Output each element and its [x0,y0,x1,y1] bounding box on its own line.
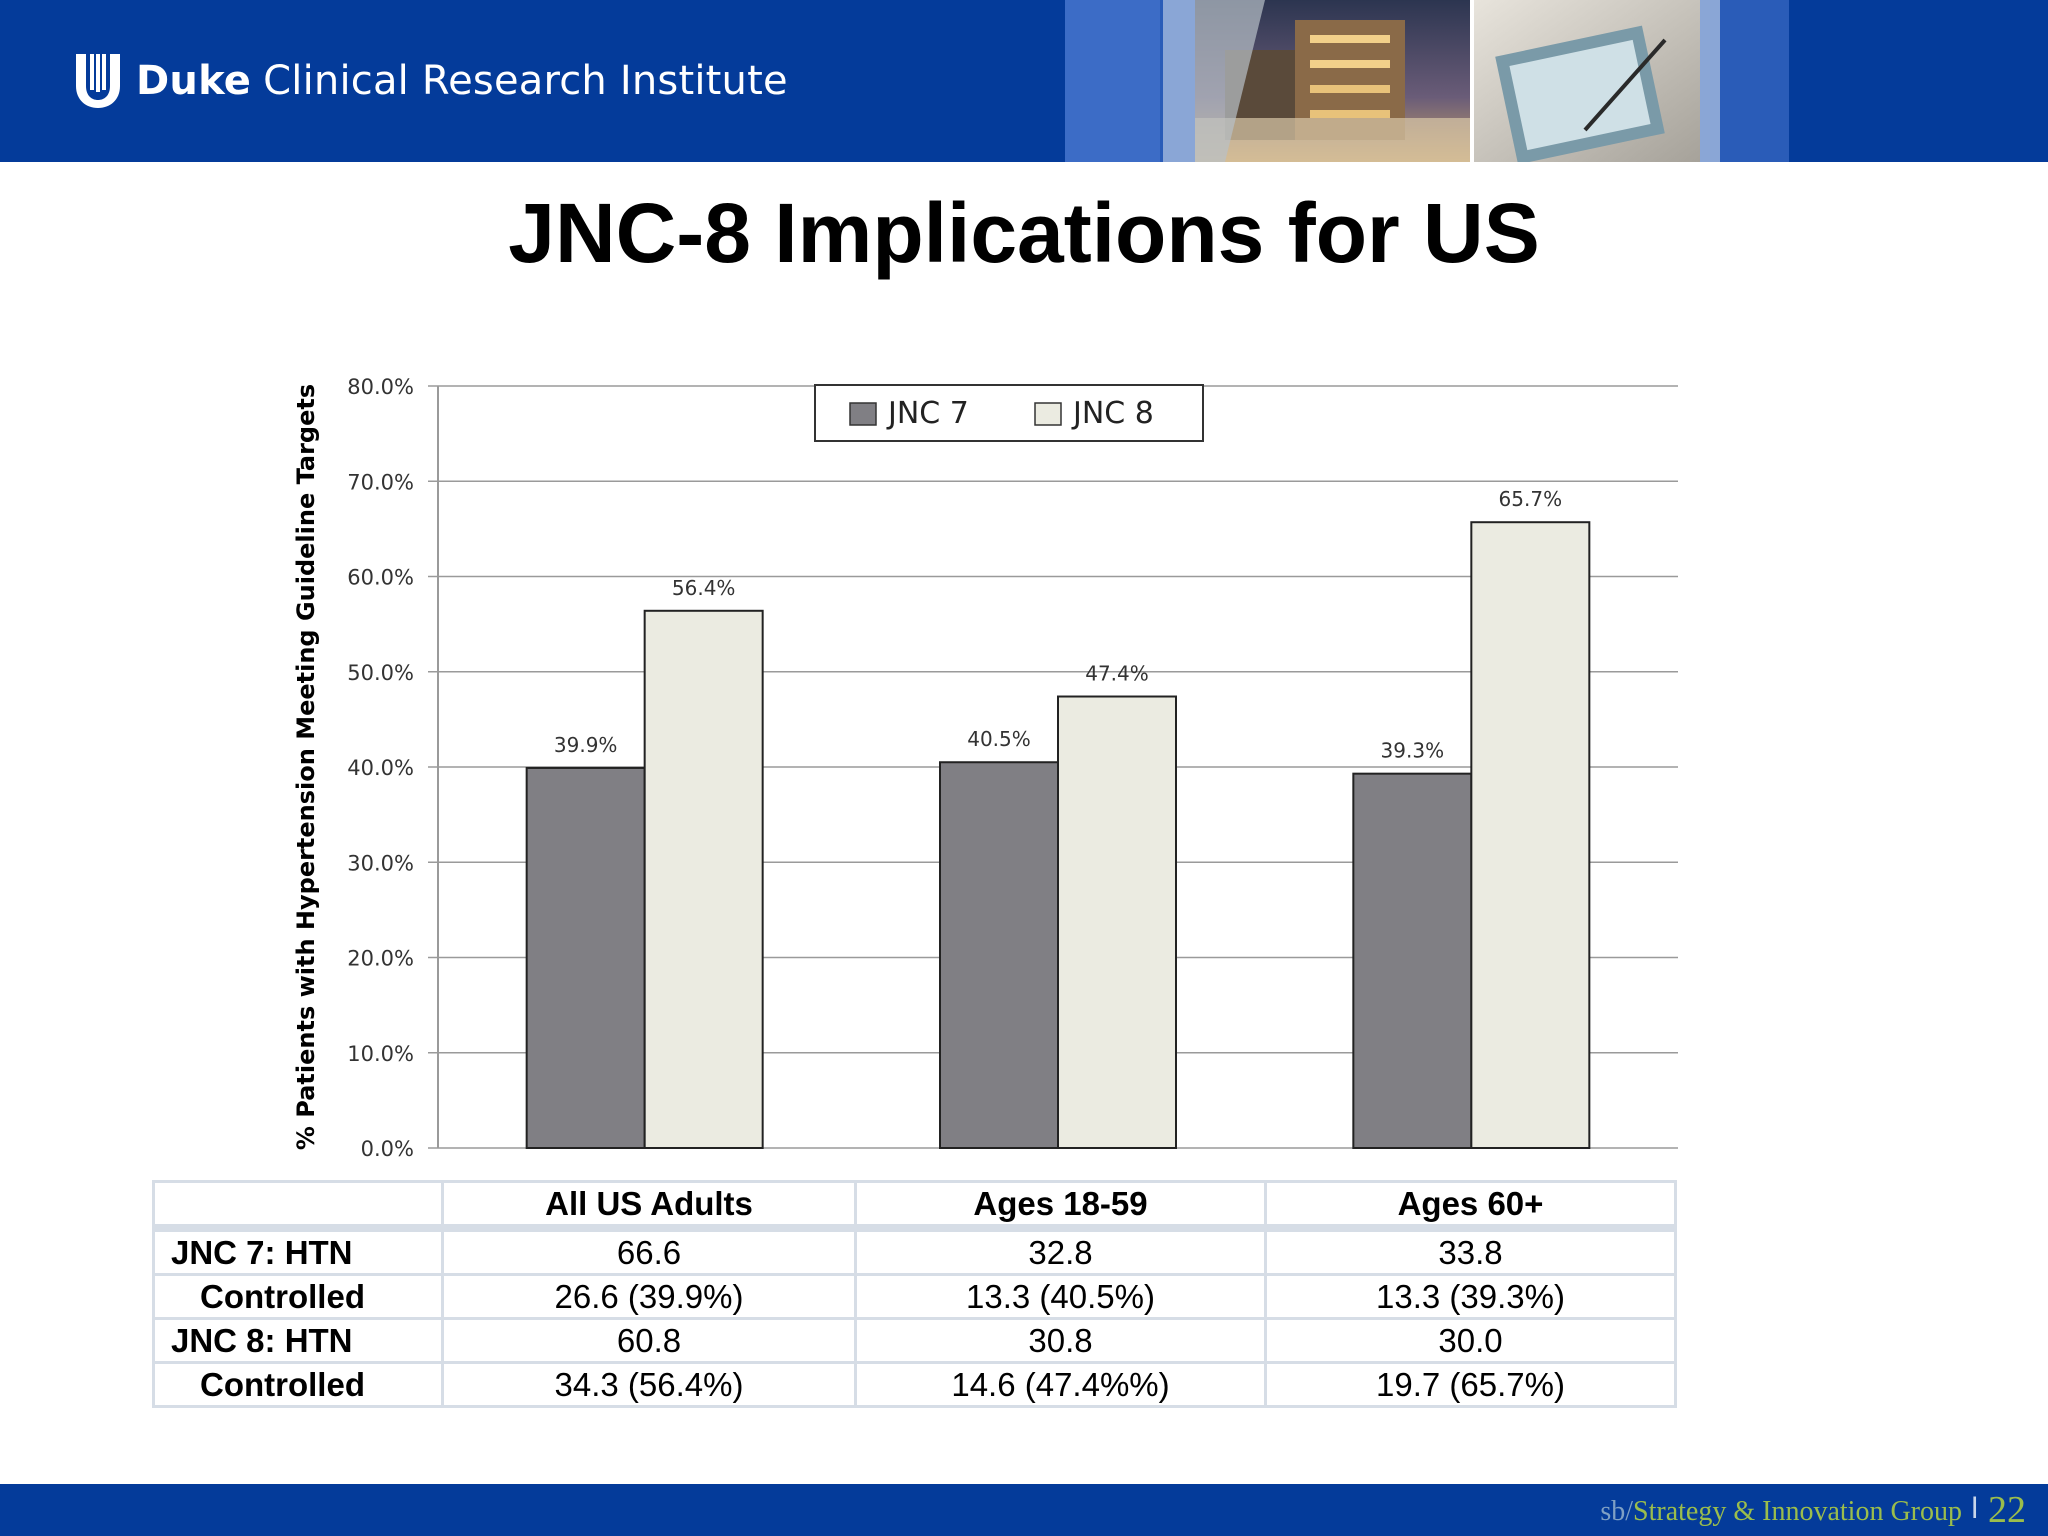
table-cell: 30.0 [1264,1317,1677,1364]
bar-chart: 0.0% 10.0% 20.0% 30.0% 40.0% 50.0% 60.0% 70.0% 8… [292,375,1678,1161]
footer-prefix: sb/ [1600,1496,1634,1527]
footer-bar: sb/Strategy & Innovation Group l 22 [0,1484,2048,1536]
chart-legend: JNC 7 JNC 8 [814,384,1204,442]
y-tick-label: 30.0% [347,851,414,875]
table-cell: 60.8 [441,1317,857,1364]
bar-jnc8 [643,609,764,1150]
header-banner: Duke Clinical Research Institute [0,0,2048,162]
y-tick-label: 80.0% [347,375,414,399]
bar-jnc8 [1057,695,1177,1149]
table-header-blank [152,1180,444,1232]
table-cell: 33.8 [1264,1226,1677,1276]
table-row: Controlled 26.6 (39.9%) 13.3 (40.5%) 13.… [152,1273,1677,1320]
y-tick-label: 20.0% [347,947,414,971]
y-tick-label: 50.0% [347,661,414,685]
footer-group-name: sb/Strategy & Innovation Group [1600,1496,1962,1528]
bar-jnc7 [525,766,646,1149]
y-axis-title: % Patients with Hypertension Meeting Gui… [292,384,320,1150]
footer-separator: l [1971,1492,1978,1525]
bar-value-label: 39.9% [554,733,618,757]
table-cell: 26.6 (39.9%) [441,1273,857,1320]
table-cell: 34.3 (56.4%) [441,1361,857,1408]
y-tick-label: 0.0% [361,1137,414,1161]
table-row: Controlled 34.3 (56.4%) 14.6 (47.4%%) 19… [152,1361,1677,1408]
y-tick-label: 70.0% [347,470,414,494]
bar-value-label: 40.5% [967,727,1031,751]
footer-group: Strategy & Innovation Group [1633,1496,1962,1527]
table-cell: 32.8 [854,1226,1267,1276]
legend-label-jnc7: JNC 7 [886,396,969,431]
legend-swatch-jnc7 [849,402,877,426]
bar-value-label: 39.3% [1381,739,1445,763]
header-photo-collage [1065,0,1789,162]
bar-value-label: 47.4% [1085,662,1149,686]
table-header-row: All US Adults Ages 18-59 Ages 60+ [152,1180,1677,1232]
bar-value-label: 56.4% [672,576,736,600]
bar-value-label: 65.7% [1499,487,1563,511]
y-tick-label: 40.0% [347,756,414,780]
table-row: JNC 7: HTN 66.6 32.8 33.8 [152,1226,1677,1276]
bar-jnc7 [939,761,1059,1149]
table-header-ages-18-59: Ages 18-59 [854,1180,1267,1232]
table-header-all-us-adults: All US Adults [441,1180,857,1232]
table-header-ages-60-plus: Ages 60+ [1264,1180,1677,1232]
org-name-rest: Clinical Research Institute [263,58,788,104]
org-name-bold: Duke [136,58,252,104]
legend-swatch-jnc8 [1034,402,1062,426]
bar-jnc7 [1352,772,1473,1149]
page-number: 22 [1988,1489,2026,1531]
table-cell: 66.6 [441,1226,857,1276]
row-label-jnc7-htn: JNC 7: HTN [152,1226,444,1276]
table-cell: 13.3 (39.3%) [1264,1273,1677,1320]
bar-jnc8 [1470,521,1591,1149]
y-tick-label: 60.0% [347,566,414,590]
table-cell: 30.8 [854,1317,1267,1364]
legend-label-jnc8: JNC 8 [1071,396,1154,431]
duke-shield-icon [76,54,120,108]
table-cell: 13.3 (40.5%) [854,1273,1267,1320]
slide-title: JNC-8 Implications for US [508,186,1540,280]
table-cell: 14.6 (47.4%%) [854,1361,1267,1408]
row-label-jnc8-htn: JNC 8: HTN [152,1317,444,1364]
row-label-jnc7-controlled: Controlled [152,1273,444,1320]
table-cell: 19.7 (65.7%) [1264,1361,1677,1408]
table-row: JNC 8: HTN 60.8 30.8 30.0 [152,1317,1677,1364]
y-tick-label: 10.0% [347,1042,414,1066]
row-label-jnc8-controlled: Controlled [152,1361,444,1408]
data-table: All US Adults Ages 18-59 Ages 60+ JNC 7:… [152,1180,1677,1408]
duke-logo: Duke Clinical Research Institute [74,52,788,110]
